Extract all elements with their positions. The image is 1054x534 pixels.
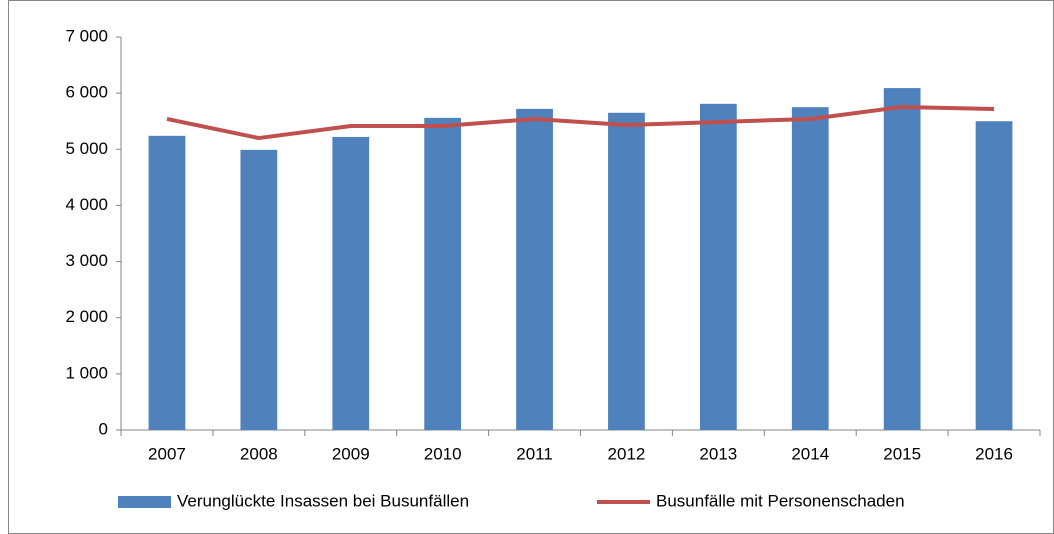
y-tick-label: 3 000 [65, 251, 108, 270]
y-tick-label: 4 000 [65, 195, 108, 214]
bar [791, 107, 829, 430]
x-tick-label: 2015 [883, 444, 921, 463]
x-tick-label: 2011 [516, 444, 553, 463]
bar [332, 136, 370, 431]
bar [608, 112, 645, 431]
legend-label: Verunglückte Insassen bei Busunfällen [177, 491, 469, 510]
x-tick-label: 2012 [608, 444, 646, 463]
x-tick-label: 2009 [332, 444, 370, 463]
bar [516, 108, 553, 430]
bar [975, 121, 1013, 430]
y-tick-label: 7 000 [65, 26, 108, 45]
bar [240, 149, 278, 430]
x-tick-label: 2008 [240, 444, 278, 463]
x-tick-label: 2016 [975, 444, 1013, 463]
y-tick-label: 5 000 [65, 139, 108, 158]
x-tick-label: 2007 [148, 444, 186, 463]
legend-swatch [118, 496, 171, 508]
bar [148, 135, 186, 430]
line [166, 104, 995, 141]
x-tick-label: 2010 [424, 444, 462, 463]
y-tick-label: 1 000 [65, 363, 108, 382]
legend-label: Busunfälle mit Personenschaden [656, 491, 905, 510]
bar [883, 88, 921, 430]
x-tick-label: 2014 [791, 444, 829, 463]
bar [699, 103, 737, 430]
y-tick-label: 0 [99, 419, 108, 438]
y-tick-label: 6 000 [65, 83, 108, 102]
x-tick-label: 2013 [699, 444, 737, 463]
bar [424, 117, 462, 431]
y-tick-label: 2 000 [65, 307, 108, 326]
